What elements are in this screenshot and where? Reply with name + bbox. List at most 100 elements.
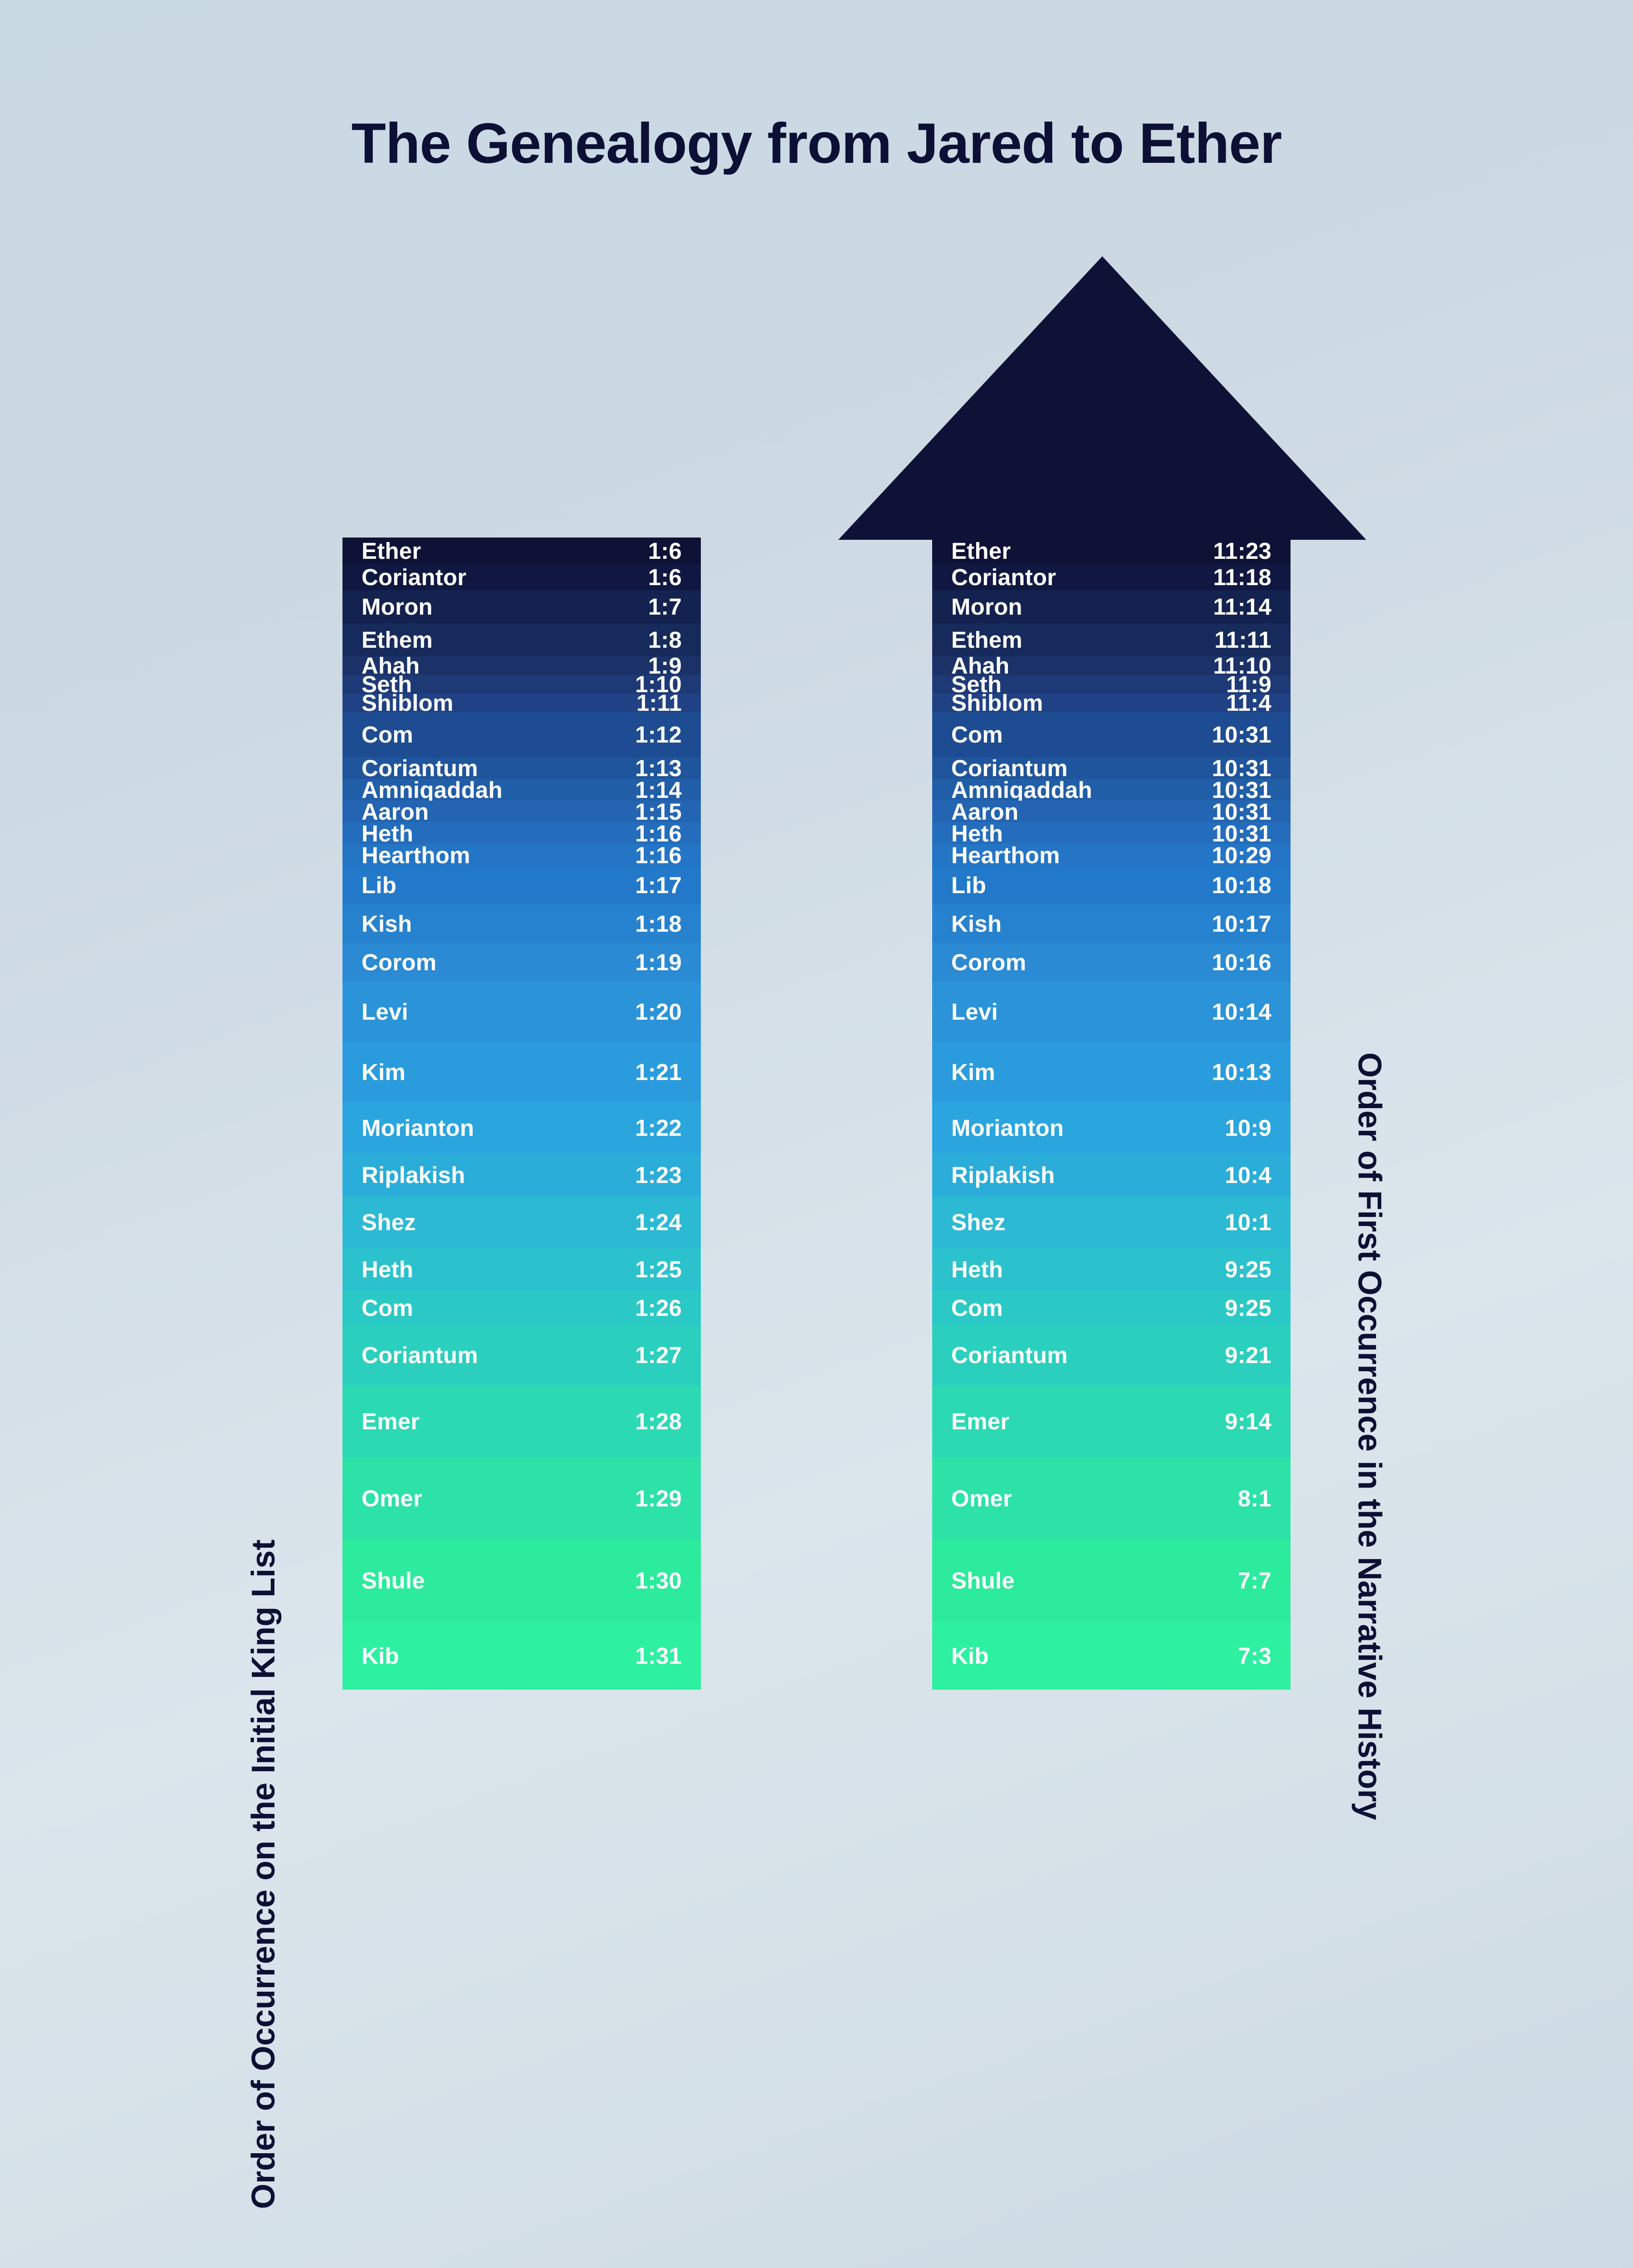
row-reference: 9:25 (1225, 1295, 1271, 1321)
row-name: Coriantor (362, 564, 467, 590)
table-row: Ether 11:23 (932, 538, 1291, 564)
row-name: Seth (362, 671, 412, 697)
row-reference: 1:31 (635, 1642, 682, 1669)
row-reference: 1:15 (635, 798, 682, 825)
table-row: Shez 1:24 (342, 1197, 701, 1248)
row-name: Corom (951, 949, 1027, 975)
row-reference: 11:14 (1213, 594, 1271, 620)
row-name: Heth (951, 1256, 1003, 1282)
table-row: Kim 1:21 (342, 1042, 701, 1102)
row-reference: 8:1 (1237, 1486, 1271, 1511)
table-row: Heth 1:16 (342, 820, 701, 846)
row-name: Moron (951, 594, 1022, 620)
row-name: Hearthom (951, 842, 1060, 868)
row-reference: 1:10 (635, 671, 682, 697)
row-name: Com (951, 1295, 1003, 1321)
table-row: Moron 1:7 (342, 590, 701, 623)
table-row: Amniqaddah 10:31 (932, 777, 1291, 803)
row-name: Coriantum (951, 755, 1068, 781)
row-reference: 1:17 (635, 872, 682, 898)
table-row: Kish 1:18 (342, 904, 701, 943)
table-row: Coriantor 11:18 (932, 564, 1291, 590)
table-row: Lib 10:18 (932, 866, 1291, 904)
row-reference: 1:27 (635, 1342, 682, 1368)
row-reference: 9:21 (1225, 1342, 1271, 1368)
row-reference: 11:10 (1213, 653, 1271, 679)
table-row: Kish 10:17 (932, 904, 1291, 943)
row-name: Ahah (362, 653, 420, 679)
row-reference: 1:16 (635, 842, 682, 868)
row-name: Shule (362, 1568, 425, 1593)
row-name: Shez (951, 1209, 1006, 1235)
row-name: Coriantor (951, 564, 1056, 590)
row-name: Kib (362, 1642, 399, 1669)
table-row: Ahah 11:10 (932, 653, 1291, 679)
table-row: Corom 10:16 (932, 943, 1291, 982)
row-reference: 10:31 (1212, 755, 1271, 781)
table-row: Kib 7:3 (932, 1622, 1291, 1690)
row-name: Emer (362, 1408, 420, 1434)
row-reference: 11:11 (1214, 627, 1271, 653)
row-reference: 10:14 (1212, 999, 1271, 1025)
row-name: Com (362, 1295, 413, 1321)
table-row: Heth 1:25 (342, 1248, 701, 1291)
row-name: Emer (951, 1408, 1010, 1434)
table-row: Riplakish 10:4 (932, 1154, 1291, 1197)
row-name: Kim (951, 1059, 995, 1085)
row-name: Heth (362, 820, 414, 846)
table-row: Ether 1:6 (342, 538, 701, 564)
row-name: Ethem (362, 627, 433, 653)
row-reference: 1:14 (635, 777, 682, 803)
row-name: Levi (362, 999, 408, 1025)
row-name: Kish (362, 911, 412, 937)
row-reference: 1:24 (635, 1209, 682, 1235)
row-name: Amniqaddah (362, 777, 503, 803)
row-name: Kim (362, 1059, 406, 1085)
table-row: Morianton 1:22 (342, 1102, 701, 1154)
table-row: Kib 1:31 (342, 1622, 701, 1690)
table-row: Com 10:31 (932, 712, 1291, 757)
row-name: Ethem (951, 627, 1022, 653)
row-reference: 10:9 (1225, 1115, 1271, 1141)
row-name: Shule (951, 1568, 1015, 1593)
row-name: Amniqaddah (951, 777, 1092, 803)
table-row: Morianton 10:9 (932, 1102, 1291, 1154)
table-row: Shez 10:1 (932, 1197, 1291, 1248)
table-row: Shiblom 11:4 (932, 690, 1291, 716)
row-reference: 11:9 (1226, 671, 1271, 697)
row-reference: 10:18 (1212, 872, 1271, 898)
table-row: Coriantum 1:27 (342, 1325, 701, 1385)
table-row: Omer 1:29 (342, 1457, 701, 1540)
row-reference: 1:25 (635, 1256, 682, 1282)
row-name: Aaron (951, 798, 1019, 825)
row-reference: 1:19 (635, 949, 682, 975)
table-row: Aaron 10:31 (932, 798, 1291, 825)
row-reference: 1:18 (635, 911, 682, 937)
row-reference: 9:14 (1225, 1408, 1271, 1434)
table-row: Omer 8:1 (932, 1457, 1291, 1540)
table-row: Com 1:12 (342, 712, 701, 757)
table-row: Coriantor 1:6 (342, 564, 701, 590)
row-reference: 1:11 (636, 690, 682, 716)
row-name: Shez (362, 1209, 416, 1235)
king-list-column: Ether 1:6 Coriantor 1:6 Moron 1:7 Ethem 1:8 Ahah… (342, 538, 701, 1690)
row-name: Aaron (362, 798, 429, 825)
row-reference: 7:3 (1237, 1642, 1271, 1669)
table-row: Moron 11:14 (932, 590, 1291, 623)
row-name: Levi (951, 999, 998, 1025)
row-reference: 1:6 (648, 538, 682, 564)
table-row: Com 1:26 (342, 1291, 701, 1325)
row-reference: 11:23 (1213, 538, 1271, 564)
row-name: Shiblom (362, 690, 454, 716)
narrative-order-column: Ether 11:23 Coriantor 11:18 Moron 11:14 Ethem 1… (932, 538, 1291, 1690)
table-row: Lib 1:17 (342, 866, 701, 904)
row-name: Kib (951, 1642, 989, 1669)
table-row: Seth 11:9 (932, 671, 1291, 697)
table-row: Heth 9:25 (932, 1248, 1291, 1291)
row-name: Com (362, 722, 413, 748)
row-reference: 10:29 (1212, 842, 1271, 868)
table-row: Ahah 1:9 (342, 653, 701, 679)
table-row: Kim 10:13 (932, 1042, 1291, 1102)
table-row: Ethem 1:8 (342, 623, 701, 656)
